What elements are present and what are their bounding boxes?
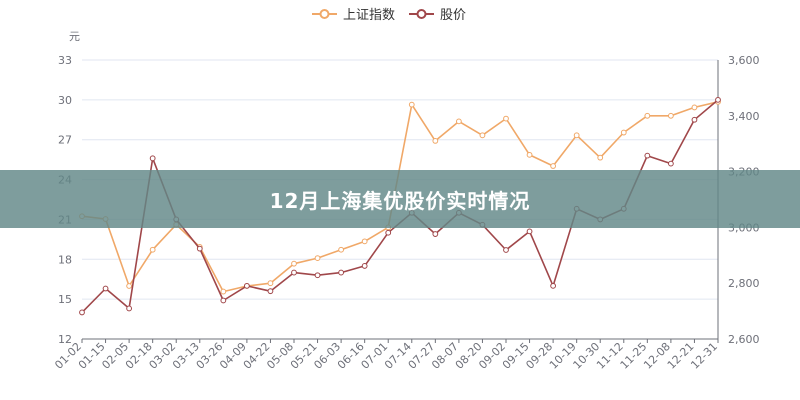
right-tick-label: 2,600 <box>728 333 760 346</box>
data-point <box>126 283 133 289</box>
data-point <box>361 238 368 245</box>
data-point <box>220 288 227 295</box>
chart-title: 12月上海集优股价实时情况 <box>269 188 531 213</box>
data-point <box>573 132 580 139</box>
data-point <box>408 101 415 108</box>
data-point <box>526 151 533 158</box>
left-tick-label: 15 <box>58 293 72 306</box>
data-point <box>361 263 368 269</box>
y-unit-label: 元 <box>69 30 80 43</box>
data-point <box>432 231 439 237</box>
data-point <box>338 246 345 253</box>
left-tick-label: 18 <box>58 253 72 266</box>
right-tick-label: 3,600 <box>728 54 760 67</box>
data-point <box>432 138 439 144</box>
left-tick-label: 27 <box>58 134 72 147</box>
data-point <box>79 309 85 316</box>
data-point <box>691 116 698 123</box>
data-point <box>267 288 274 295</box>
data-point <box>243 282 250 289</box>
title-banner: 12月上海集优股价实时情况 <box>0 170 800 228</box>
data-point <box>691 104 698 111</box>
data-point <box>479 132 486 139</box>
right-tick-label: 2,800 <box>728 277 760 290</box>
left-tick-label: 12 <box>58 333 72 346</box>
data-point <box>338 269 345 276</box>
data-point <box>503 247 509 253</box>
data-point <box>126 305 133 312</box>
data-point <box>102 285 109 292</box>
legend-label: 股价 <box>440 8 466 23</box>
data-point <box>149 246 156 253</box>
x-tick-label: 12-31 <box>688 340 720 372</box>
data-point <box>291 269 297 276</box>
legend-marker <box>319 9 330 19</box>
data-point <box>314 272 321 279</box>
data-point <box>667 112 674 119</box>
series-line-right <box>81 101 719 293</box>
data-point <box>220 297 227 304</box>
legend-marker <box>416 9 427 19</box>
data-point <box>644 152 651 159</box>
data-point <box>314 255 321 261</box>
data-point <box>291 260 297 267</box>
left-tick-label: 30 <box>58 94 72 107</box>
data-point <box>149 155 156 162</box>
left-tick-label: 33 <box>58 54 72 67</box>
data-point <box>597 154 604 161</box>
data-point <box>644 112 651 119</box>
data-point <box>526 228 533 235</box>
data-point <box>455 118 462 125</box>
legend-label: 上证指数 <box>343 8 395 23</box>
data-point <box>620 129 627 136</box>
data-point <box>267 280 274 287</box>
data-point <box>550 163 557 169</box>
data-point <box>667 160 674 167</box>
data-point <box>715 96 721 103</box>
data-point <box>503 115 509 122</box>
data-point <box>196 245 203 252</box>
data-point <box>385 229 392 236</box>
right-tick-label: 3,400 <box>728 110 760 123</box>
data-point <box>550 282 557 289</box>
